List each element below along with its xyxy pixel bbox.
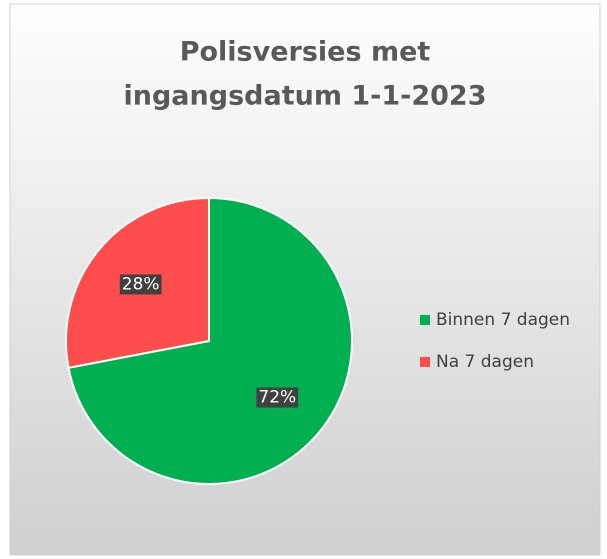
pie-slice	[67, 196, 353, 485]
legend-swatch	[420, 315, 430, 325]
legend-label: Binnen 7 dagen	[436, 310, 570, 330]
value-label: 72%	[258, 388, 296, 408]
chart-title: Polisversies met	[180, 37, 431, 68]
legend-label: Na 7 dagen	[436, 352, 534, 372]
value-label-box	[256, 387, 299, 408]
legend-swatch	[420, 357, 430, 367]
value-label: 28%	[122, 274, 160, 294]
value-label-box	[119, 274, 162, 295]
chart-title: ingangsdatum 1-1-2023	[124, 81, 487, 112]
